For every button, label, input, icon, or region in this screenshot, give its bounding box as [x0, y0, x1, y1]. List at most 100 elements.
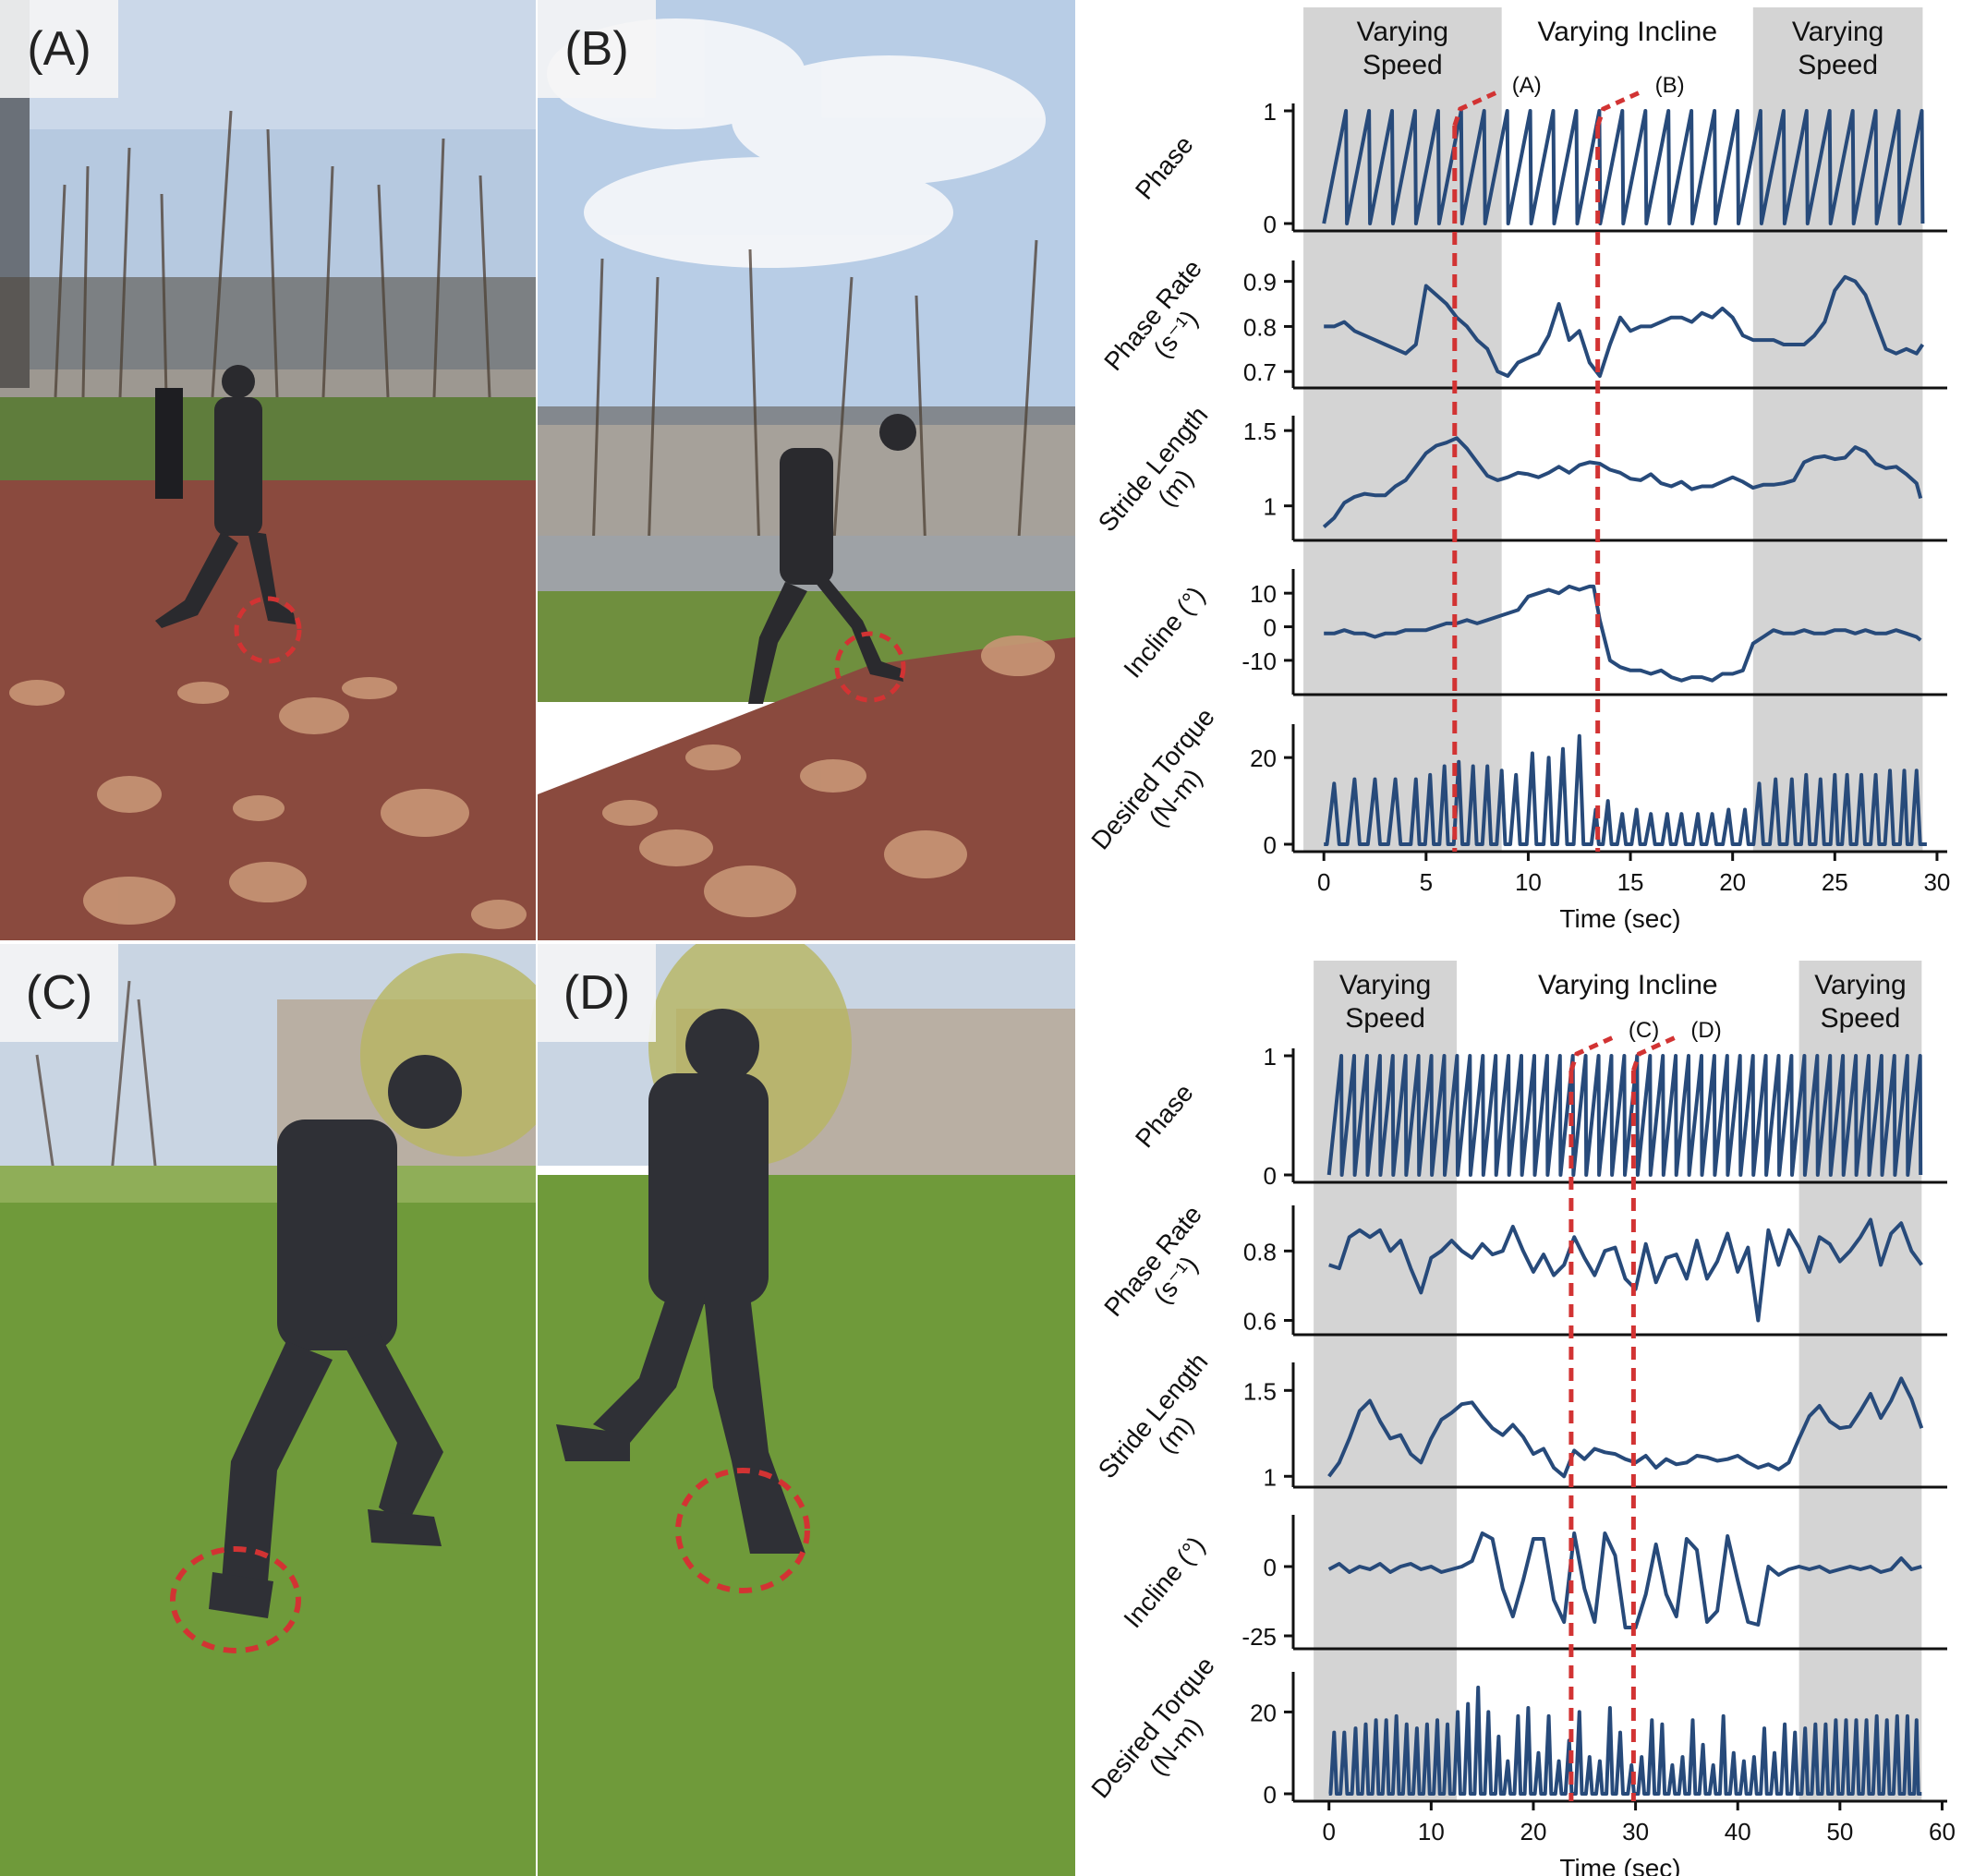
y-tick-label: 0	[1264, 831, 1277, 859]
y-tick-label: 1.5	[1243, 1377, 1277, 1405]
y-label: Incline (°)	[1118, 581, 1210, 684]
y-tick-label: 0.7	[1243, 358, 1277, 386]
x-tick-label: 20	[1719, 868, 1746, 896]
y-tick-label: 1.5	[1243, 418, 1277, 445]
x-tick-label: 25	[1822, 868, 1848, 896]
region-shade	[1752, 7, 1923, 852]
y-tick-label: 0.6	[1243, 1307, 1277, 1335]
event-marker-hook	[1452, 88, 1502, 127]
y-label-line: Incline (°)	[1118, 1531, 1210, 1633]
y-tick-label: 1	[1264, 1043, 1277, 1071]
photo-d: (D)	[538, 944, 1075, 1876]
x-tick-label: 50	[1826, 1818, 1853, 1846]
photo-c: (C)	[0, 944, 536, 1876]
photo-c-scene	[0, 944, 536, 1876]
x-tick-label: 60	[1929, 1818, 1956, 1846]
photo-c-label: (C)	[0, 944, 118, 1042]
event-marker-label: (C)	[1629, 1018, 1659, 1043]
y-tick-label: 1	[1264, 1463, 1277, 1491]
x-tick-label: 10	[1418, 1818, 1445, 1846]
series-line	[1327, 1376, 1924, 1479]
series-line	[1324, 274, 1925, 379]
region-label: Varying Incline	[1537, 17, 1717, 47]
region-label: Varying	[1357, 17, 1449, 47]
y-tick-label: 0	[1264, 211, 1277, 238]
y-label: Phase Rate(s⁻¹)	[1098, 1200, 1207, 1322]
x-tick-label: 30	[1622, 1818, 1649, 1846]
y-label: Phase Rate(s⁻¹)	[1098, 254, 1207, 376]
photo-d-scene	[538, 944, 1075, 1876]
y-tick-label: -10	[1241, 648, 1277, 675]
region-label: Varying	[1792, 17, 1884, 47]
region-label: Varying	[1339, 970, 1432, 1000]
y-tick-label: 0	[1264, 1781, 1277, 1809]
y-tick-label: 20	[1250, 1699, 1277, 1726]
region-label: Speed	[1362, 50, 1443, 80]
x-tick-label: 20	[1520, 1818, 1547, 1846]
y-tick-label: 0	[1264, 1554, 1277, 1581]
y-tick-label: 1	[1264, 98, 1277, 126]
y-label: Desired Torque(N-m)	[1085, 703, 1219, 855]
region-shade	[1314, 961, 1457, 1801]
event-marker-label: (A)	[1512, 73, 1542, 98]
photo-a-label: (A)	[0, 0, 118, 98]
x-tick-label: 10	[1515, 868, 1542, 896]
y-label: Desired Torque(N-m)	[1085, 1652, 1219, 1804]
x-axis-label: Time (sec)	[1559, 1854, 1680, 1876]
x-tick-label: 15	[1617, 868, 1644, 896]
y-label: Stride Length(m)	[1093, 401, 1214, 538]
series-line	[1328, 1685, 1922, 1796]
x-tick-label: 30	[1923, 868, 1950, 896]
region-shade	[1303, 7, 1502, 852]
series-line	[1324, 584, 1922, 683]
series-line	[1322, 436, 1923, 528]
y-tick-label: 1	[1264, 493, 1277, 521]
y-label-line: Phase	[1130, 130, 1199, 205]
x-tick-label: 0	[1322, 1818, 1335, 1846]
region-label: Speed	[1821, 1003, 1901, 1034]
event-marker-hook	[1568, 1033, 1618, 1071]
photo-b-label: (B)	[538, 0, 656, 98]
y-label: Phase	[1130, 130, 1199, 205]
y-tick-label: 0	[1264, 614, 1277, 642]
event-marker-label: (B)	[1655, 73, 1685, 98]
x-tick-label: 0	[1317, 868, 1330, 896]
x-axis-label: Time (sec)	[1559, 904, 1680, 933]
x-tick-label: 5	[1420, 868, 1433, 896]
series-line	[1327, 1531, 1922, 1629]
photo-a-scene	[0, 0, 536, 940]
y-label: Phase	[1130, 1078, 1199, 1153]
y-tick-label: 20	[1250, 744, 1277, 772]
event-marker-label: (D)	[1690, 1018, 1721, 1043]
y-tick-label: -25	[1241, 1623, 1277, 1651]
y-label-line: Incline (°)	[1118, 581, 1210, 684]
y-tick-label: 0.8	[1243, 1238, 1277, 1265]
photo-b: (B)	[538, 0, 1075, 940]
photo-a: (A)	[0, 0, 536, 940]
series-line	[1326, 1054, 1923, 1177]
y-tick-label: 0.9	[1243, 269, 1277, 297]
photo-d-label: (D)	[538, 944, 656, 1042]
region-label: Speed	[1345, 1003, 1425, 1034]
event-marker-hook	[1595, 88, 1645, 127]
event-marker-hook	[1631, 1033, 1681, 1071]
y-tick-label: 10	[1250, 580, 1277, 608]
region-label: Varying Incline	[1538, 970, 1718, 1000]
y-label: Stride Length(m)	[1093, 1348, 1214, 1484]
y-label-line: Stride Length	[1093, 401, 1214, 538]
y-label-line: Phase	[1130, 1078, 1199, 1153]
y-label: Incline (°)	[1118, 1531, 1210, 1633]
x-tick-label: 40	[1725, 1818, 1751, 1846]
region-label: Varying	[1814, 970, 1907, 1000]
y-tick-label: 0	[1264, 1162, 1277, 1190]
series-line	[1322, 109, 1925, 225]
region-label: Speed	[1798, 50, 1878, 80]
y-label-line: Stride Length	[1093, 1348, 1214, 1484]
series-line	[1328, 1217, 1923, 1323]
series-line	[1324, 733, 1927, 846]
y-tick-label: 0.8	[1243, 313, 1277, 341]
